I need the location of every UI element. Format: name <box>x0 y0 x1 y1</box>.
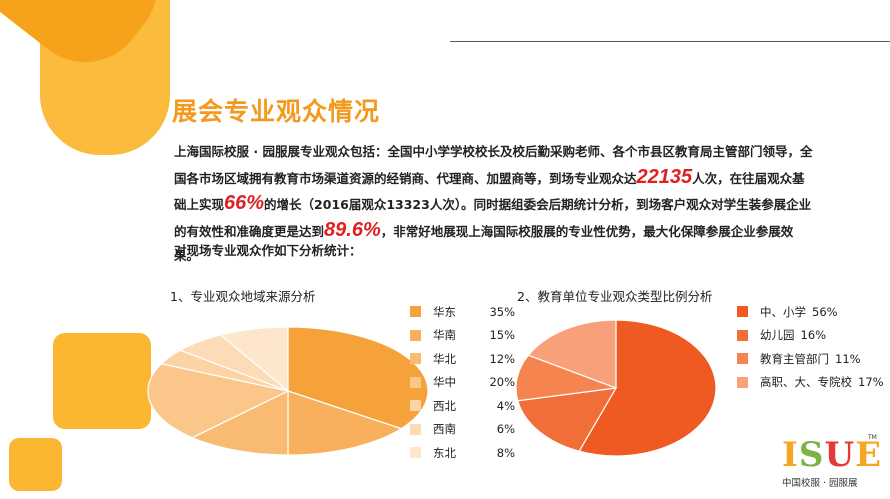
chart1-slice-3 <box>190 390 289 456</box>
chart1-legend-value: 20% <box>489 375 515 390</box>
chart2-legend-item: 中、小学 56% <box>737 300 884 324</box>
chart1-legend: 华东 35% 华南 15% 华北 12% 华中 20% 西北 4% 西南 6% 东北 8% <box>410 300 515 465</box>
chart2-title: 2、教育单位专业观众类型比例分析 <box>517 289 713 304</box>
chart2-legend-value: 17% <box>858 375 884 390</box>
chart1-legend-item: 华北 12% <box>410 347 515 371</box>
chart1-legend-label: 西南 <box>433 422 456 437</box>
chart2-legend-swatch <box>737 353 748 365</box>
chart1-legend-swatch <box>410 400 421 412</box>
chart1-legend-label: 西北 <box>433 398 456 413</box>
analysis-intro-line: 对现场专业观众作如下分析统计： <box>174 243 362 258</box>
chart1-legend-swatch <box>410 353 421 365</box>
logo-letters: ISUE <box>782 438 882 472</box>
logo-letter: U <box>824 435 856 475</box>
chart1-legend-item: 西南 6% <box>410 418 515 442</box>
chart1-title: 1、专业观众地域来源分析 <box>170 289 316 304</box>
chart1-legend-item: 华东 35% <box>410 300 515 324</box>
paragraph-text-2: 人次，在往届观众基础上实现 <box>174 170 805 213</box>
logo-trademark: TM <box>868 434 877 441</box>
chart2-legend: 中、小学 56% 幼儿园 16% 教育主管部门 11% 高职、大、专院校 17% <box>737 300 884 394</box>
top-divider-line <box>450 41 890 42</box>
growth-rate-highlight: 66% <box>224 192 265 214</box>
chart1-legend-label: 华东 <box>433 304 456 319</box>
page-title: 展会专业观众情况 <box>172 97 381 126</box>
chart2-legend-label: 中、小学 <box>760 304 806 319</box>
chart2-legend-value: 16% <box>800 328 827 343</box>
chart2-legend-swatch <box>737 306 748 318</box>
chart2-legend-item: 高职、大、专院校 17% <box>737 371 884 395</box>
chart1-legend-value: 6% <box>496 422 515 437</box>
accuracy-rate-highlight: 89.6% <box>324 218 381 241</box>
logo-letter: E <box>855 435 883 475</box>
chart2-pie <box>515 319 717 457</box>
chart2-slice-4 <box>527 319 617 389</box>
chart2-legend-label: 高职、大、专院校 <box>760 375 852 390</box>
chart1-legend-label: 东北 <box>433 445 456 460</box>
chart1-legend-value: 35% <box>489 304 515 319</box>
chart1-legend-swatch <box>410 376 421 388</box>
chart1-legend-item: 华中 20% <box>410 371 515 395</box>
chart1-legend-label: 华中 <box>433 375 456 390</box>
chart2-slice-3 <box>515 354 617 402</box>
chart2-legend-value: 56% <box>812 304 838 319</box>
chart2-legend-label: 幼儿园 <box>760 328 795 343</box>
deco-yellow-square-large <box>53 333 151 429</box>
chart1-slice-2 <box>287 390 403 456</box>
chart1-legend-item: 华南 15% <box>410 324 515 348</box>
chart1-legend-label: 华南 <box>433 328 456 343</box>
chart2-legend-label: 教育主管部门 <box>760 351 829 366</box>
logo-caption: 中国校服 · 园服展 <box>782 478 858 489</box>
chart2-slice-2 <box>517 387 618 452</box>
chart2-legend-swatch <box>737 329 748 341</box>
intro-paragraph: 上海国际校服 · 园服展专业观众包括：全国中小学学校校长及校后勤采购老师、各个市… <box>174 140 814 269</box>
chart2-legend-item: 教育主管部门 11% <box>737 347 884 371</box>
deco-yellow-square-small <box>9 438 62 491</box>
logo-letter: S <box>798 435 825 475</box>
chart2-legend-item: 幼儿园 16% <box>737 324 884 348</box>
chart1-pie <box>147 326 429 456</box>
chart1-legend-value: 12% <box>489 351 515 366</box>
chart2-legend-swatch <box>737 376 748 388</box>
chart1-legend-swatch <box>410 423 421 435</box>
logo-letter: I <box>782 435 799 475</box>
chart1-legend-item: 西北 4% <box>410 394 515 418</box>
visitor-count-highlight: 22135 <box>636 165 693 188</box>
isue-logo: ISUE TM 中国校服 · 园服展 <box>782 434 882 489</box>
chart1-legend-swatch <box>410 447 421 459</box>
chart1-legend-label: 华北 <box>433 351 456 366</box>
chart2-slice-1 <box>578 319 717 457</box>
chart1-legend-swatch <box>410 329 421 341</box>
chart1-slice-4 <box>147 363 290 439</box>
paragraph-text-1: 上海国际校服 · 园服展专业观众包括：全国中小学学校校长及校后勤采购老师、各个市… <box>174 144 813 186</box>
chart1-legend-value: 8% <box>496 445 515 460</box>
chart1-legend-value: 15% <box>489 328 515 343</box>
chart1-slice-7 <box>219 326 289 393</box>
chart2-legend-value: 11% <box>835 351 861 366</box>
paragraph-text-4: ，非常好地展现上海国际校服展的专业性优势，最大化保障参展企业参展效果。 <box>174 223 794 264</box>
chart1-legend-swatch <box>410 306 421 318</box>
chart1-legend-value: 4% <box>496 398 515 413</box>
chart1-legend-item: 东北 8% <box>410 441 515 465</box>
paragraph-text-3: 的增长（2016届观众13323人次）。同时据组委会后期统计分析，到场客户观众对… <box>174 197 812 239</box>
